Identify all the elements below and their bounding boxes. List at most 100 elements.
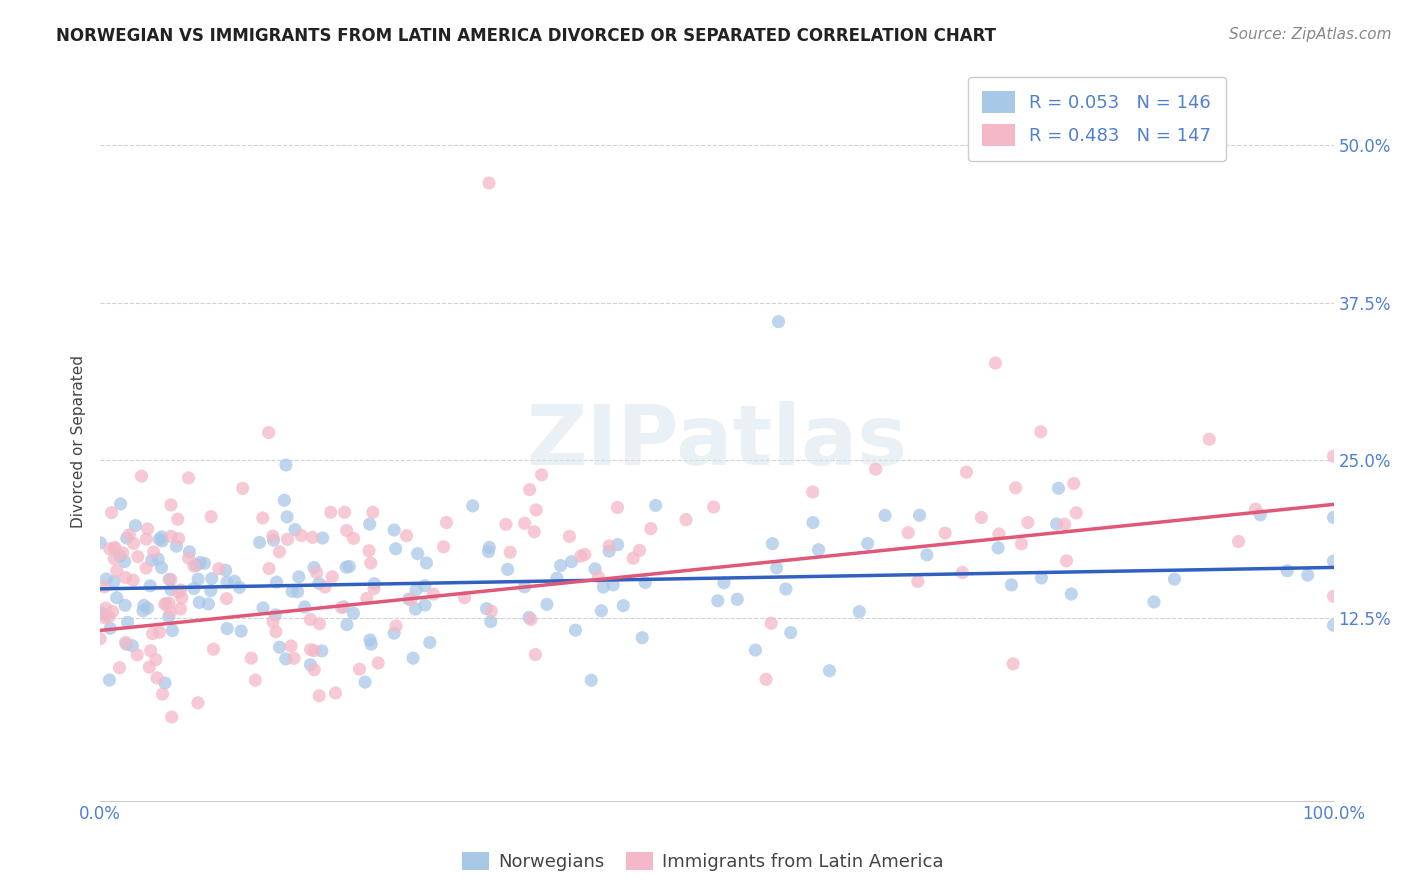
Point [141, 553, 163, 567]
Point [90, 606, 112, 620]
Point [336, 617, 359, 632]
Point [249, 535, 271, 549]
Point [157, 573, 180, 587]
Point [558, 529, 581, 543]
Point [200, 583, 222, 598]
Point [675, 513, 697, 527]
Point [360, 556, 382, 570]
Point [311, 644, 333, 658]
Point [148, 533, 170, 547]
Point [342, 607, 364, 621]
Point [142, 545, 165, 559]
Point [461, 499, 484, 513]
Point [405, 602, 427, 616]
Point [873, 508, 896, 523]
Point [208, 562, 231, 576]
Point [160, 710, 183, 724]
Point [274, 652, 297, 666]
Point [628, 543, 651, 558]
Point [89, 632, 111, 646]
Point [1031, 571, 1053, 585]
Point [269, 640, 291, 655]
Point [335, 560, 357, 574]
Point [602, 578, 624, 592]
Point [523, 524, 546, 539]
Point [915, 548, 938, 562]
Point [367, 656, 389, 670]
Point [342, 532, 364, 546]
Point [121, 639, 143, 653]
Point [755, 673, 778, 687]
Point [179, 545, 201, 559]
Point [1010, 537, 1032, 551]
Point [1244, 502, 1267, 516]
Point [231, 624, 253, 638]
Point [478, 176, 501, 190]
Point [1163, 572, 1185, 586]
Point [1322, 554, 1344, 568]
Point [152, 687, 174, 701]
Point [266, 575, 288, 590]
Point [546, 571, 568, 585]
Point [148, 625, 170, 640]
Point [280, 639, 302, 653]
Point [273, 493, 295, 508]
Point [382, 626, 405, 640]
Point [167, 585, 190, 599]
Point [150, 534, 173, 549]
Point [360, 637, 382, 651]
Point [170, 591, 193, 605]
Point [135, 532, 157, 546]
Point [215, 563, 238, 577]
Point [101, 605, 124, 619]
Point [283, 651, 305, 665]
Point [1322, 618, 1344, 632]
Point [142, 626, 165, 640]
Point [139, 644, 162, 658]
Point [122, 536, 145, 550]
Point [419, 635, 441, 649]
Point [105, 564, 128, 578]
Point [1322, 589, 1344, 603]
Point [162, 624, 184, 638]
Point [631, 631, 654, 645]
Point [744, 643, 766, 657]
Point [148, 552, 170, 566]
Point [1029, 425, 1052, 439]
Point [114, 570, 136, 584]
Point [415, 556, 437, 570]
Point [104, 541, 127, 555]
Point [848, 605, 870, 619]
Point [807, 542, 830, 557]
Point [177, 471, 200, 485]
Point [588, 570, 610, 584]
Point [1002, 657, 1025, 671]
Point [1143, 595, 1166, 609]
Point [583, 562, 606, 576]
Point [274, 458, 297, 472]
Text: Source: ZipAtlas.com: Source: ZipAtlas.com [1229, 27, 1392, 42]
Point [479, 604, 502, 618]
Point [183, 582, 205, 596]
Point [276, 533, 298, 547]
Point [115, 637, 138, 651]
Point [436, 516, 458, 530]
Point [336, 524, 359, 538]
Point [160, 498, 183, 512]
Point [188, 595, 211, 609]
Point [634, 575, 657, 590]
Point [395, 529, 418, 543]
Point [94, 601, 117, 615]
Point [363, 576, 385, 591]
Point [908, 508, 931, 523]
Point [287, 584, 309, 599]
Point [110, 497, 132, 511]
Point [311, 531, 333, 545]
Point [591, 604, 613, 618]
Point [264, 607, 287, 622]
Point [257, 425, 280, 440]
Point [759, 616, 782, 631]
Point [139, 579, 162, 593]
Point [138, 660, 160, 674]
Point [349, 662, 371, 676]
